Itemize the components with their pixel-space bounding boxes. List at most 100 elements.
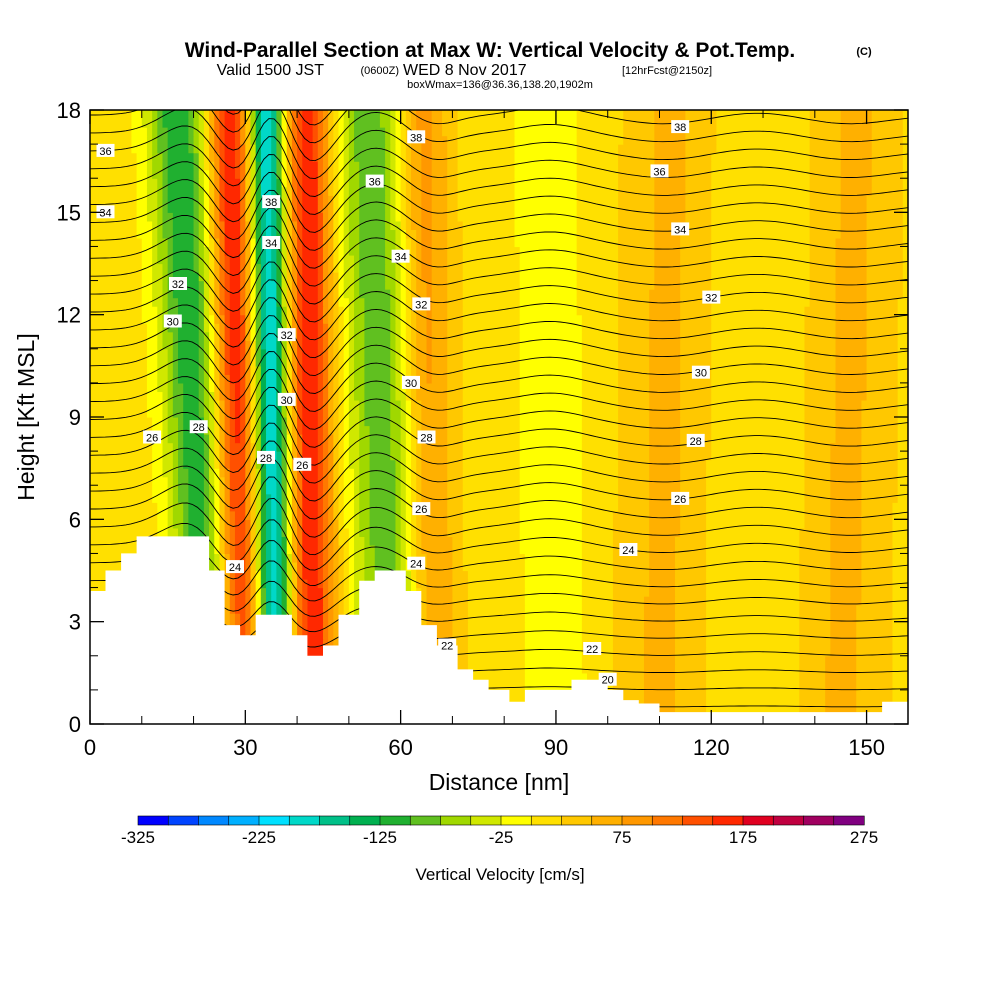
- colorbar-swatch: [319, 815, 351, 826]
- contour-label-text: 28: [260, 453, 272, 465]
- colorbar-swatch: [228, 815, 260, 826]
- contour-label-text: 36: [99, 146, 111, 158]
- contour-label-text: 38: [674, 122, 686, 134]
- colorbar-swatch: [379, 815, 411, 826]
- contour-label-text: 30: [167, 317, 179, 329]
- colorbar-swatch: [258, 815, 290, 826]
- contour-label: 24: [226, 560, 244, 574]
- contour-label: 26: [293, 457, 312, 472]
- contour-label: 32: [277, 328, 296, 342]
- colorbar-tick-label: 75: [613, 828, 632, 847]
- y-axis-label: Height [Kft MSL]: [13, 333, 39, 500]
- colorbar-tick-label: -225: [242, 828, 276, 847]
- valid-time-utc: (0600Z): [360, 65, 399, 77]
- valid-date: WED 8 Nov 2017: [403, 62, 527, 79]
- colorbar: -325 -225 -125 -25 75 175 275: [121, 815, 878, 847]
- colorbar-swatch: [621, 815, 653, 826]
- colorbar-swatch: [772, 815, 805, 826]
- contour-label-text: 34: [674, 224, 686, 236]
- contour-label-text: 34: [99, 207, 111, 219]
- colorbar-swatch: [651, 815, 684, 826]
- colorbar-swatch: [409, 815, 442, 826]
- contour-label: 28: [417, 430, 436, 445]
- contour-label: 32: [702, 290, 721, 305]
- contour-label-text: 28: [420, 433, 432, 445]
- contour-label: 24: [619, 543, 638, 557]
- contour-label-text: 24: [622, 545, 634, 557]
- y-tick-label: 6: [69, 507, 81, 532]
- y-tick-label: 0: [69, 712, 81, 737]
- contour-label-text: 38: [265, 197, 277, 209]
- contour-label: 30: [691, 365, 710, 380]
- contour-label-text: 22: [441, 641, 453, 653]
- terrain-mask: [90, 536, 908, 724]
- contour-label-text: 32: [415, 299, 427, 311]
- colorbar-swatch: [349, 815, 381, 826]
- contour-label-text: 28: [193, 422, 205, 434]
- contour-label: 36: [365, 174, 384, 189]
- contour-label: 22: [583, 642, 602, 656]
- contour-label-text: 30: [695, 368, 707, 380]
- contour-label: 22: [438, 638, 457, 653]
- contour-label-text: 36: [653, 166, 665, 178]
- contour-label: 38: [671, 120, 690, 134]
- chart-subtitle: Valid 1500 JST (0600Z) WED 8 Nov 2017 [1…: [217, 62, 712, 79]
- colorbar-tick-label: 275: [850, 828, 878, 847]
- x-tick-label: 60: [388, 735, 412, 760]
- colorbar-swatch: [742, 815, 774, 826]
- contour-label-text: 26: [674, 494, 686, 506]
- contour-label-text: 36: [369, 177, 381, 189]
- contour-label: 36: [96, 143, 115, 158]
- colorbar-label: Vertical Velocity [cm/s]: [415, 865, 584, 884]
- contour-label-text: 22: [586, 644, 598, 656]
- colorbar-swatch: [167, 815, 200, 826]
- contour-label-text: 24: [410, 559, 422, 571]
- contour-label-text: 32: [705, 293, 717, 305]
- contour-label: 38: [262, 195, 281, 209]
- box-info: boxWmax=136@36.36,138.20,1902m: [407, 79, 593, 91]
- x-tick-label: 120: [693, 735, 730, 760]
- contour-label: 32: [412, 297, 431, 311]
- forecast-info: [12hrFcst@2150z]: [622, 65, 712, 77]
- valid-time: Valid 1500 JST: [217, 62, 325, 79]
- chart-title: Wind-Parallel Section at Max W: Vertical…: [185, 39, 796, 62]
- contour-label: 34: [671, 222, 690, 236]
- y-tick-label: 12: [57, 303, 81, 328]
- colorbar-swatch: [712, 815, 744, 826]
- contour-label-text: 34: [394, 252, 406, 264]
- contour-label: 34: [262, 236, 281, 250]
- contour-label: 38: [407, 130, 426, 144]
- contour-label-text: 26: [415, 504, 427, 516]
- colorbar-swatch: [591, 815, 623, 826]
- contour-label: 26: [143, 430, 162, 445]
- plot-area: 36 34 32 30 28 26 38 34 32 30 28 26 24 38 36 34 32 30 28 26…: [90, 110, 908, 724]
- contour-label-text: 30: [405, 378, 417, 390]
- x-axis-label: Distance [nm]: [429, 769, 570, 795]
- colorbar-swatch: [833, 815, 865, 826]
- x-tick-label: 150: [848, 735, 885, 760]
- contour-label: 20: [598, 672, 617, 687]
- colorbar-tick-label: -325: [121, 828, 155, 847]
- contour-label-text: 32: [281, 330, 293, 342]
- contour-label-text: 30: [281, 395, 293, 407]
- contour-label-text: 28: [690, 436, 702, 448]
- x-tick-label: 90: [544, 735, 568, 760]
- contour-label: 26: [671, 491, 690, 506]
- contour-label: 24: [407, 556, 426, 571]
- contour-label: 30: [163, 314, 182, 329]
- contour-labels: 36 34 32 30 28 26 38 34 32 30 28 26 24 38 36 34 32 30 28 26…: [96, 120, 721, 687]
- contour-label: 36: [650, 164, 669, 178]
- y-tick-label: 15: [57, 200, 81, 225]
- contour-label-text: 20: [602, 675, 614, 687]
- contour-label-text: 24: [229, 562, 241, 574]
- colorbar-tick-label: 175: [729, 828, 757, 847]
- contour-label-text: 34: [265, 238, 277, 250]
- contour-label: 34: [96, 205, 115, 219]
- contour-label: 30: [277, 392, 296, 407]
- contour-label: 28: [686, 433, 705, 448]
- contour-label-text: 38: [410, 132, 422, 144]
- contour-label: 34: [391, 249, 410, 264]
- colorbar-tick-label: -125: [363, 828, 397, 847]
- colorbar-swatch: [198, 815, 230, 826]
